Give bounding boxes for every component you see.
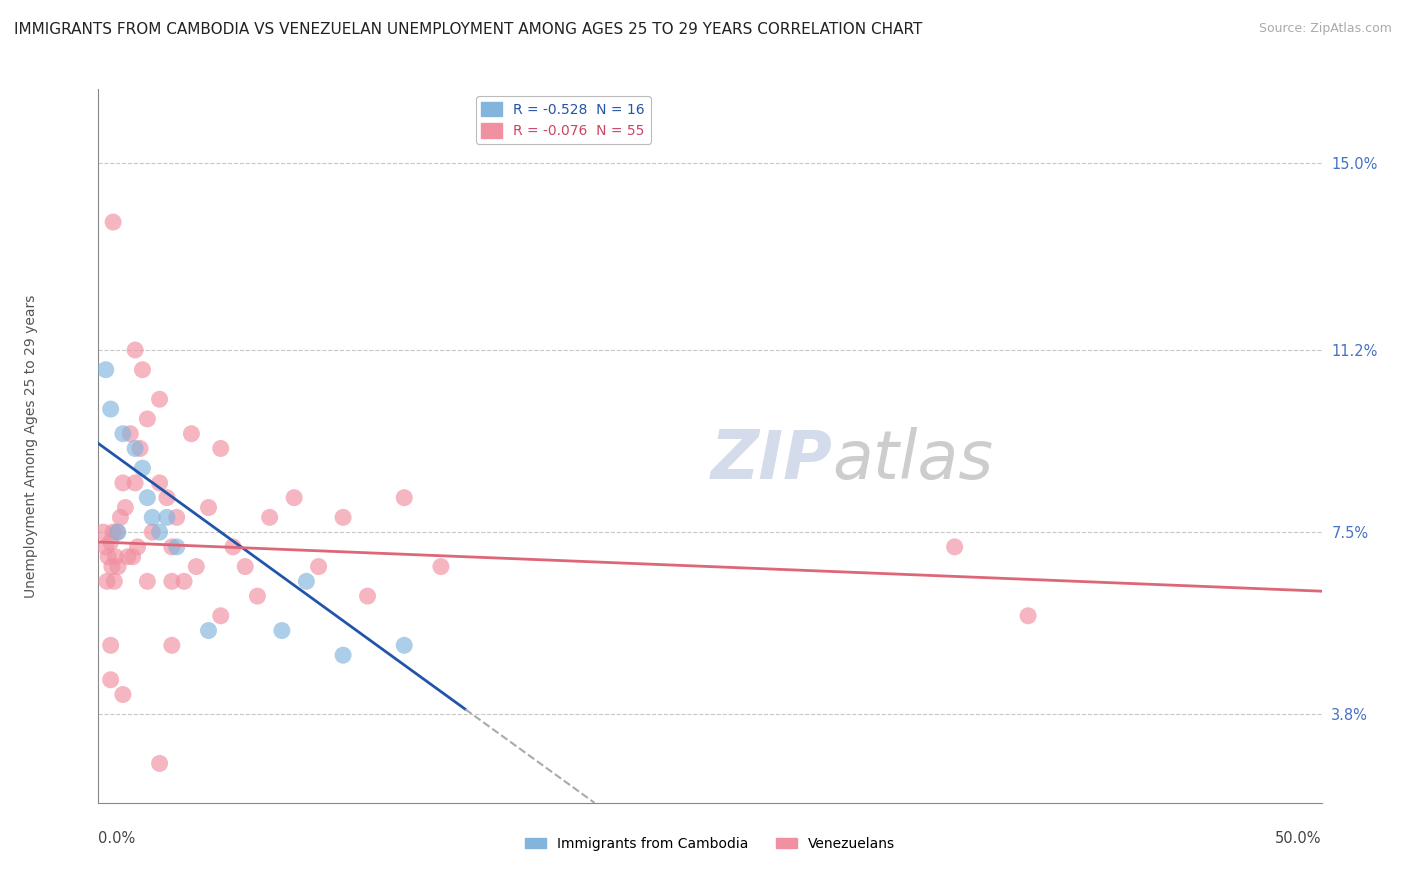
Point bbox=[136, 491, 159, 505]
Point bbox=[96, 574, 118, 589]
Point bbox=[111, 475, 134, 490]
Point bbox=[149, 475, 172, 490]
Point bbox=[101, 215, 124, 229]
Point bbox=[101, 559, 124, 574]
Text: IMMIGRANTS FROM CAMBODIA VS VENEZUELAN UNEMPLOYMENT AMONG AGES 25 TO 29 YEARS CO: IMMIGRANTS FROM CAMBODIA VS VENEZUELAN U… bbox=[14, 22, 922, 37]
Point bbox=[186, 559, 208, 574]
Point bbox=[156, 510, 179, 524]
Point bbox=[114, 500, 136, 515]
Point bbox=[943, 540, 966, 554]
Point bbox=[259, 510, 281, 524]
Text: 0.0%: 0.0% bbox=[98, 831, 135, 847]
Point bbox=[136, 412, 159, 426]
Point bbox=[104, 549, 127, 564]
Point bbox=[295, 574, 318, 589]
Point bbox=[111, 688, 134, 702]
Point bbox=[156, 491, 179, 505]
Point bbox=[141, 510, 163, 524]
Point bbox=[270, 624, 294, 638]
Point bbox=[110, 510, 132, 524]
Point bbox=[160, 638, 183, 652]
Point bbox=[209, 608, 232, 623]
Point bbox=[149, 756, 172, 771]
Point bbox=[209, 442, 232, 456]
Point bbox=[91, 525, 114, 540]
Point bbox=[197, 500, 219, 515]
Point bbox=[124, 475, 146, 490]
Point bbox=[94, 362, 117, 376]
Point bbox=[107, 525, 129, 540]
Point bbox=[105, 525, 128, 540]
Point bbox=[356, 589, 378, 603]
Point bbox=[308, 559, 330, 574]
Point bbox=[103, 574, 125, 589]
Point bbox=[100, 638, 122, 652]
Point bbox=[160, 540, 183, 554]
Point bbox=[94, 540, 117, 554]
Point bbox=[131, 461, 153, 475]
Point bbox=[197, 624, 219, 638]
Text: ZIP: ZIP bbox=[710, 427, 832, 493]
Point bbox=[121, 549, 143, 564]
Point bbox=[392, 491, 416, 505]
Point bbox=[222, 540, 245, 554]
Point bbox=[124, 442, 146, 456]
Point bbox=[141, 525, 163, 540]
Point bbox=[131, 362, 153, 376]
Point bbox=[233, 559, 256, 574]
Text: 50.0%: 50.0% bbox=[1275, 831, 1322, 847]
Point bbox=[149, 525, 172, 540]
Point bbox=[166, 510, 188, 524]
Point bbox=[100, 535, 122, 549]
Point bbox=[120, 426, 142, 441]
Text: atlas: atlas bbox=[832, 427, 994, 493]
Point bbox=[129, 442, 152, 456]
Point bbox=[180, 426, 202, 441]
Point bbox=[107, 559, 129, 574]
Point bbox=[332, 648, 354, 662]
Point bbox=[127, 540, 149, 554]
Point bbox=[101, 525, 124, 540]
Point bbox=[136, 574, 159, 589]
Point bbox=[1017, 608, 1039, 623]
Point bbox=[100, 673, 122, 687]
Text: Unemployment Among Ages 25 to 29 years: Unemployment Among Ages 25 to 29 years bbox=[24, 294, 38, 598]
Point bbox=[160, 574, 183, 589]
Point bbox=[430, 559, 453, 574]
Point bbox=[124, 343, 146, 357]
Point bbox=[166, 540, 188, 554]
Point bbox=[246, 589, 269, 603]
Point bbox=[149, 392, 172, 407]
Point bbox=[97, 549, 120, 564]
Point bbox=[117, 549, 139, 564]
Point bbox=[111, 426, 134, 441]
Text: Source: ZipAtlas.com: Source: ZipAtlas.com bbox=[1258, 22, 1392, 36]
Point bbox=[392, 638, 416, 652]
Point bbox=[173, 574, 195, 589]
Legend: Immigrants from Cambodia, Venezuelans: Immigrants from Cambodia, Venezuelans bbox=[519, 831, 901, 856]
Point bbox=[332, 510, 354, 524]
Point bbox=[283, 491, 305, 505]
Point bbox=[100, 402, 122, 417]
